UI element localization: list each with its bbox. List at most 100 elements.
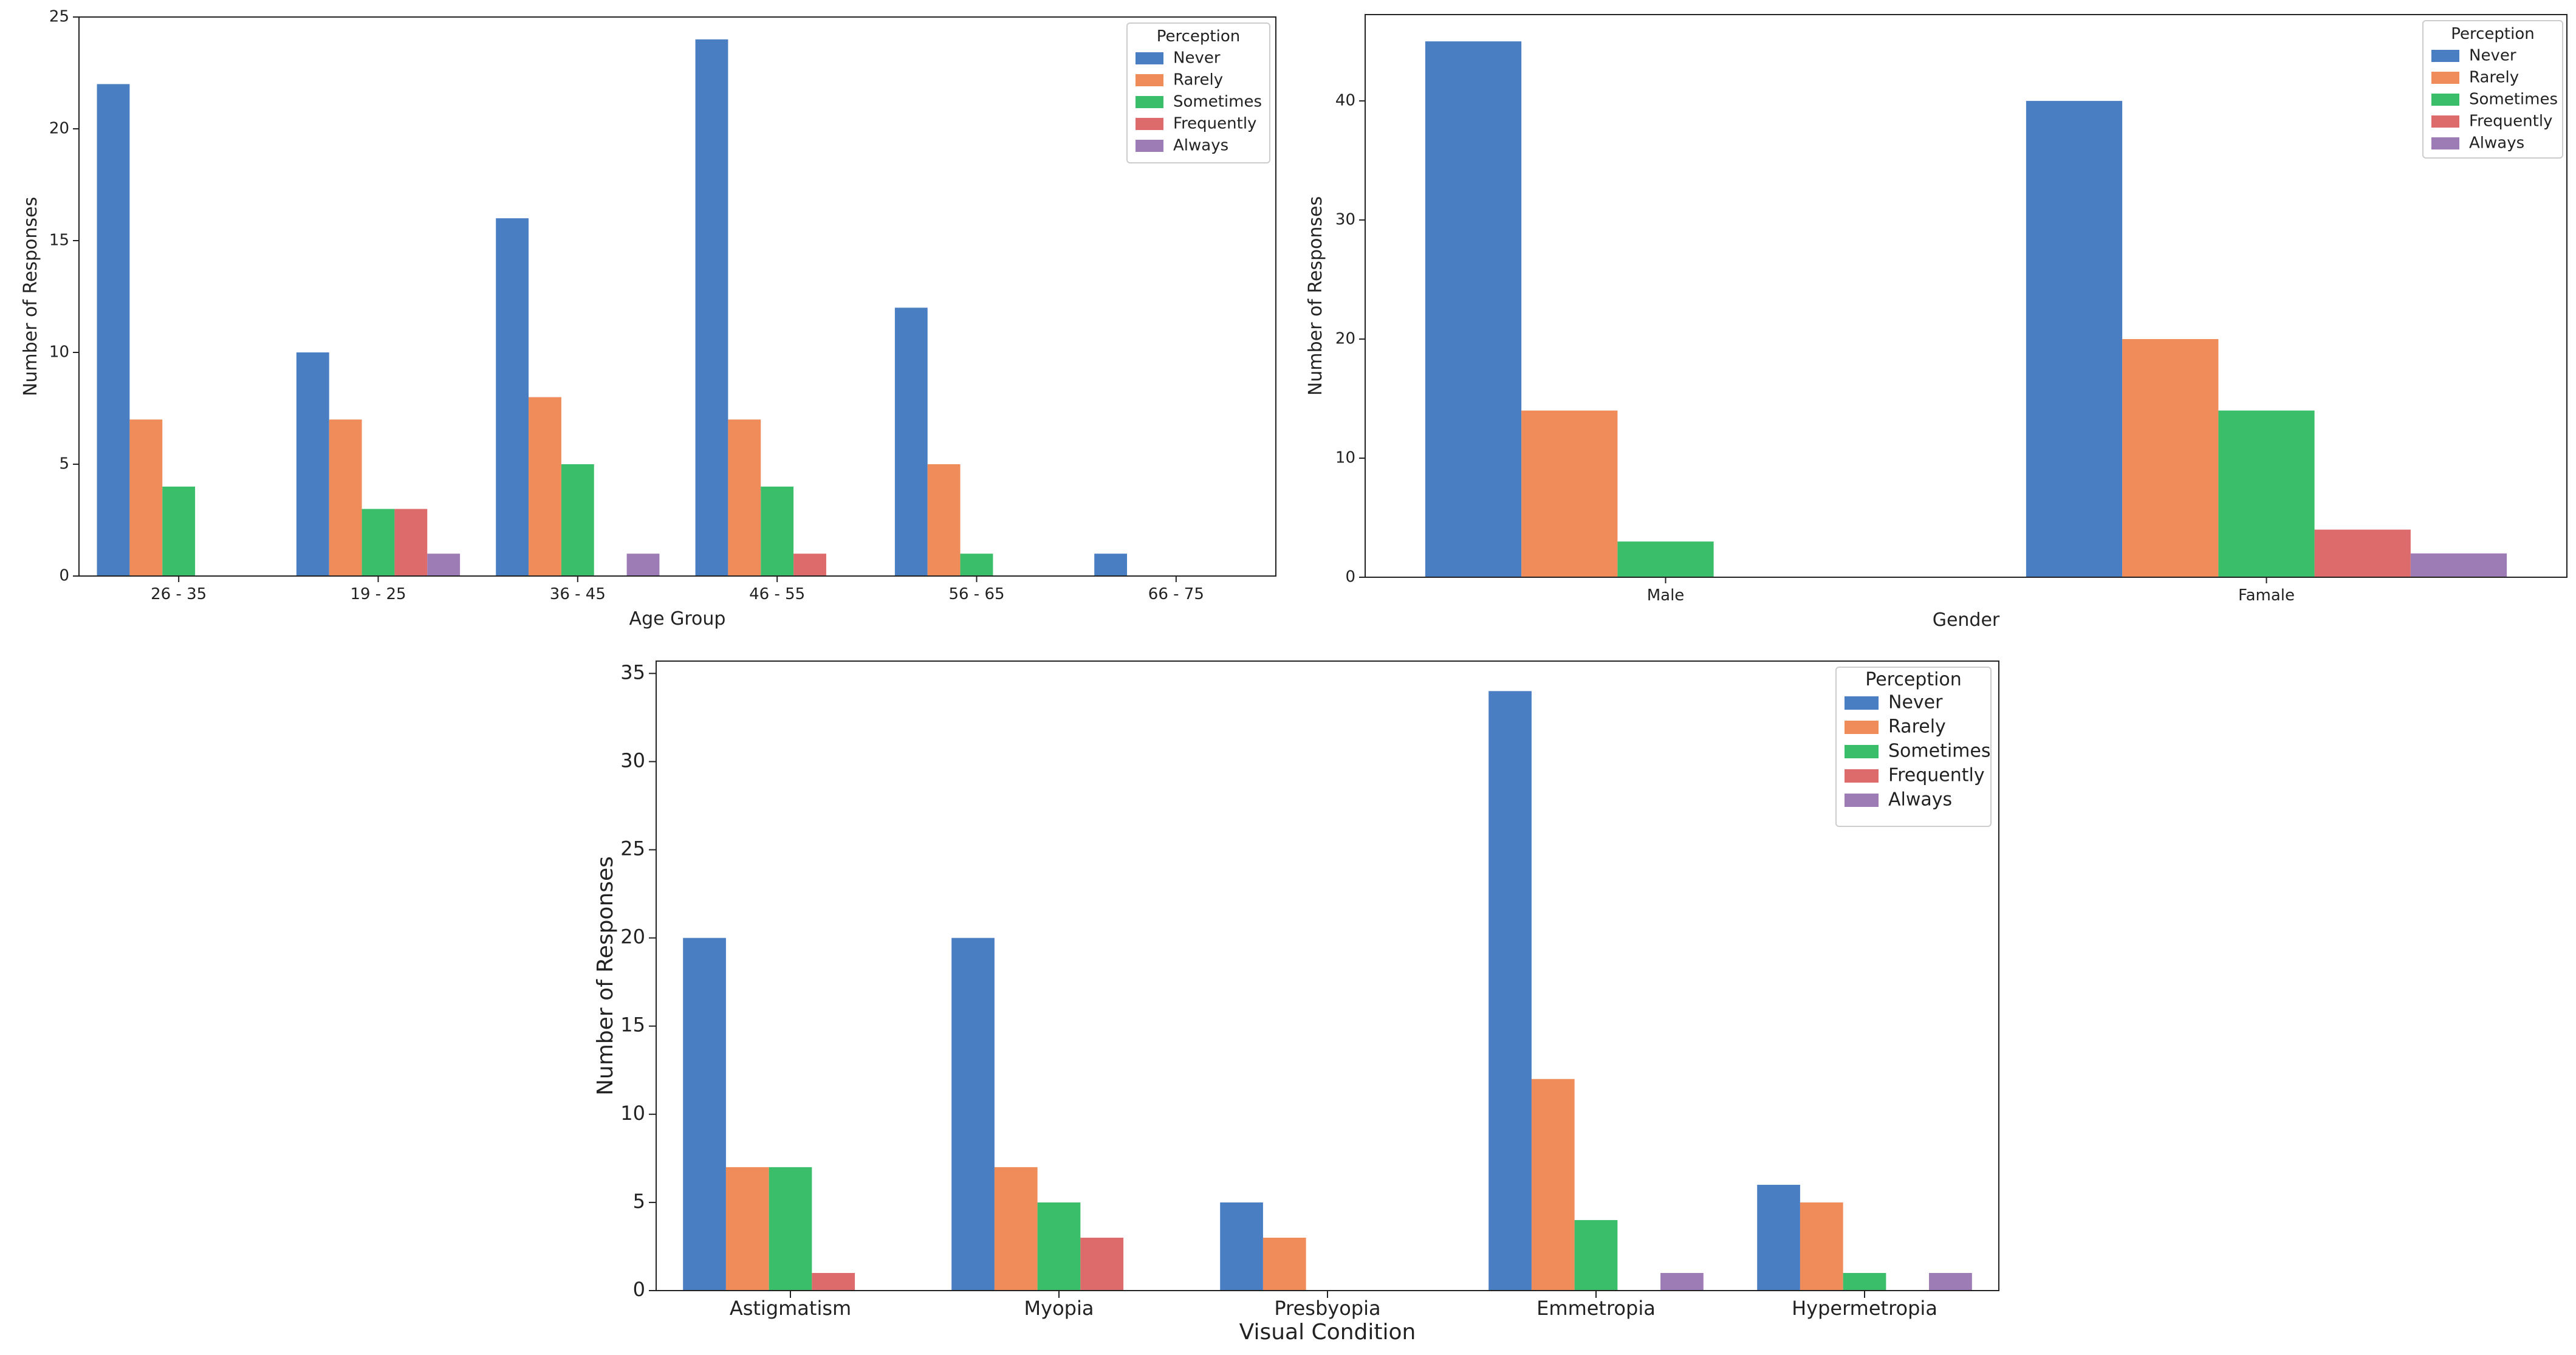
- y-tick-label: 20: [49, 120, 69, 138]
- bar-hypermetropia-never: [1757, 1184, 1800, 1291]
- x-tick-label: Myopia: [1024, 1297, 1094, 1320]
- legend-label-frequently: Frequently: [1173, 115, 1256, 133]
- x-axis-label: Visual Condition: [1239, 1320, 1416, 1345]
- legend-swatch-rarely: [1845, 721, 1879, 734]
- x-tick-label: Famale: [2238, 586, 2295, 605]
- bar-famale-always: [2410, 553, 2507, 577]
- y-tick-label: 10: [620, 1102, 645, 1125]
- bar-hypermetropia-always: [1929, 1272, 1972, 1291]
- x-tick-label: 36 - 45: [550, 585, 606, 603]
- legend-swatch-sometimes: [1845, 745, 1879, 758]
- bar-56-65-rarely: [927, 464, 961, 576]
- legend-label-sometimes: Sometimes: [1888, 741, 1991, 762]
- bar-26-35-rarely: [129, 419, 163, 576]
- bar-astigmatism-never: [683, 938, 726, 1291]
- bar-famale-never: [2026, 101, 2123, 577]
- legend-title: Perception: [1865, 669, 1962, 690]
- y-tick-label: 25: [49, 8, 69, 26]
- plot-frame: [1365, 14, 2567, 578]
- legend-swatch-frequently: [1136, 118, 1163, 130]
- bar-emmetropia-sometimes: [1574, 1220, 1618, 1291]
- y-tick-label: 25: [620, 837, 645, 860]
- legend-swatch-always: [1845, 794, 1879, 807]
- chart-svg: 0 5 10 15 20 25 30 35 Astigmatism Myopia Presbyopi…: [593, 660, 1999, 1345]
- y-tick-label: 20: [620, 925, 645, 948]
- legend-swatch-always: [2431, 137, 2459, 149]
- legend-label-rarely: Rarely: [2469, 69, 2519, 87]
- x-tick-label: 56 - 65: [948, 585, 1004, 603]
- legend-swatch-always: [1136, 140, 1163, 152]
- bar-46-55-rarely: [728, 419, 761, 576]
- legend-swatch-rarely: [1136, 74, 1163, 86]
- y-tick-label: 40: [1335, 92, 1355, 110]
- x-tick-label: 19 - 25: [350, 585, 406, 603]
- x-tick-label: Presbyopia: [1274, 1297, 1380, 1320]
- bar-56-65-never: [894, 307, 928, 576]
- bar-presbyopia-rarely: [1262, 1237, 1306, 1291]
- bar-19-25-always: [427, 554, 461, 576]
- y-tick-label: 5: [633, 1190, 645, 1213]
- bar-male-never: [1425, 41, 1522, 578]
- legend-label-never: Never: [1888, 692, 1943, 713]
- bar-46-55-frequently: [793, 554, 826, 576]
- y-axis-label: Number of Responses: [593, 856, 618, 1096]
- legend-label-frequently: Frequently: [2469, 112, 2552, 131]
- legend-label-always: Always: [1888, 789, 1952, 811]
- bar-famale-sometimes: [2218, 410, 2315, 577]
- bar-hypermetropia-rarely: [1800, 1202, 1843, 1291]
- visual-condition-chart: 0 5 10 15 20 25 30 35 Astigmatism Myopia Presbyopi…: [583, 644, 2005, 1355]
- bar-36-45-always: [626, 554, 660, 576]
- legend-label-never: Never: [1173, 49, 1221, 67]
- legend-swatch-never: [1136, 52, 1163, 64]
- y-tick-label: 10: [1335, 449, 1355, 467]
- y-tick-label: 0: [59, 567, 69, 585]
- legend: Perception Never Rarely Sometimes Frequently…: [1126, 22, 1270, 163]
- y-tick-label: 35: [620, 660, 645, 684]
- legend-label-sometimes: Sometimes: [2469, 91, 2558, 109]
- legend-label-frequently: Frequently: [1888, 765, 1985, 786]
- x-tick-label: 66 - 75: [1148, 585, 1204, 603]
- bar-myopia-rarely: [994, 1167, 1038, 1291]
- bar-myopia-never: [951, 938, 995, 1291]
- bar-famale-rarely: [2122, 339, 2219, 577]
- legend-label-sometimes: Sometimes: [1173, 93, 1262, 111]
- bar-famale-frequently: [2314, 529, 2411, 577]
- bar-emmetropia-rarely: [1531, 1079, 1575, 1291]
- bar-26-35-never: [97, 84, 130, 576]
- bar-myopia-frequently: [1080, 1237, 1124, 1291]
- legend-label-rarely: Rarely: [1173, 71, 1223, 89]
- chart-svg: 0 5 10 15 20 25 26 - 35 19 - 25 36 - 45 46 - 55 56…: [20, 8, 1276, 629]
- legend-label-never: Never: [2469, 47, 2516, 65]
- bar-presbyopia-never: [1220, 1202, 1263, 1291]
- y-axis-label: Number of Responses: [20, 197, 41, 396]
- plot-frame: [78, 16, 1276, 577]
- bar-emmetropia-never: [1488, 691, 1532, 1291]
- x-axis: Male Famale: [1647, 577, 2295, 605]
- legend-title: Perception: [2451, 25, 2534, 43]
- gender-chart: 0 10 20 30 40 Male Famale Gender Number of Respo…: [1285, 0, 2576, 632]
- bar-36-45-sometimes: [561, 464, 594, 576]
- y-axis: 0 5 10 15 20 25: [49, 8, 79, 585]
- bar-19-25-frequently: [394, 509, 428, 576]
- legend-swatch-never: [1845, 696, 1879, 710]
- x-axis: 26 - 35 19 - 25 36 - 45 46 - 55 56 - 65 66 - …: [151, 576, 1204, 603]
- legend-swatch-rarely: [2431, 72, 2459, 84]
- y-axis: 0 10 20 30 40: [1335, 92, 1365, 586]
- bar-46-55-sometimes: [761, 486, 794, 576]
- legend-label-always: Always: [1173, 137, 1228, 155]
- x-tick-label: 46 - 55: [749, 585, 805, 603]
- bar-19-25-sometimes: [361, 509, 395, 576]
- y-axis: 0 5 10 15 20 25 30 35: [620, 660, 656, 1301]
- x-tick-label: 26 - 35: [151, 585, 207, 603]
- bar-19-25-never: [296, 352, 329, 576]
- x-tick-label: Hypermetropia: [1792, 1297, 1937, 1320]
- legend-swatch-frequently: [2431, 115, 2459, 128]
- bars: [1425, 41, 2507, 578]
- legend-label-always: Always: [2469, 134, 2524, 153]
- bar-male-rarely: [1521, 410, 1618, 577]
- chart-svg: 0 10 20 30 40 Male Famale Gender Number of Respo…: [1305, 14, 2567, 631]
- y-axis-label: Number of Responses: [1305, 196, 1326, 396]
- legend-swatch-never: [2431, 50, 2459, 62]
- age-group-chart: 0 5 10 15 20 25 26 - 35 19 - 25 36 - 45 46 - 55 56…: [0, 0, 1282, 632]
- bar-66-75-never: [1094, 554, 1128, 576]
